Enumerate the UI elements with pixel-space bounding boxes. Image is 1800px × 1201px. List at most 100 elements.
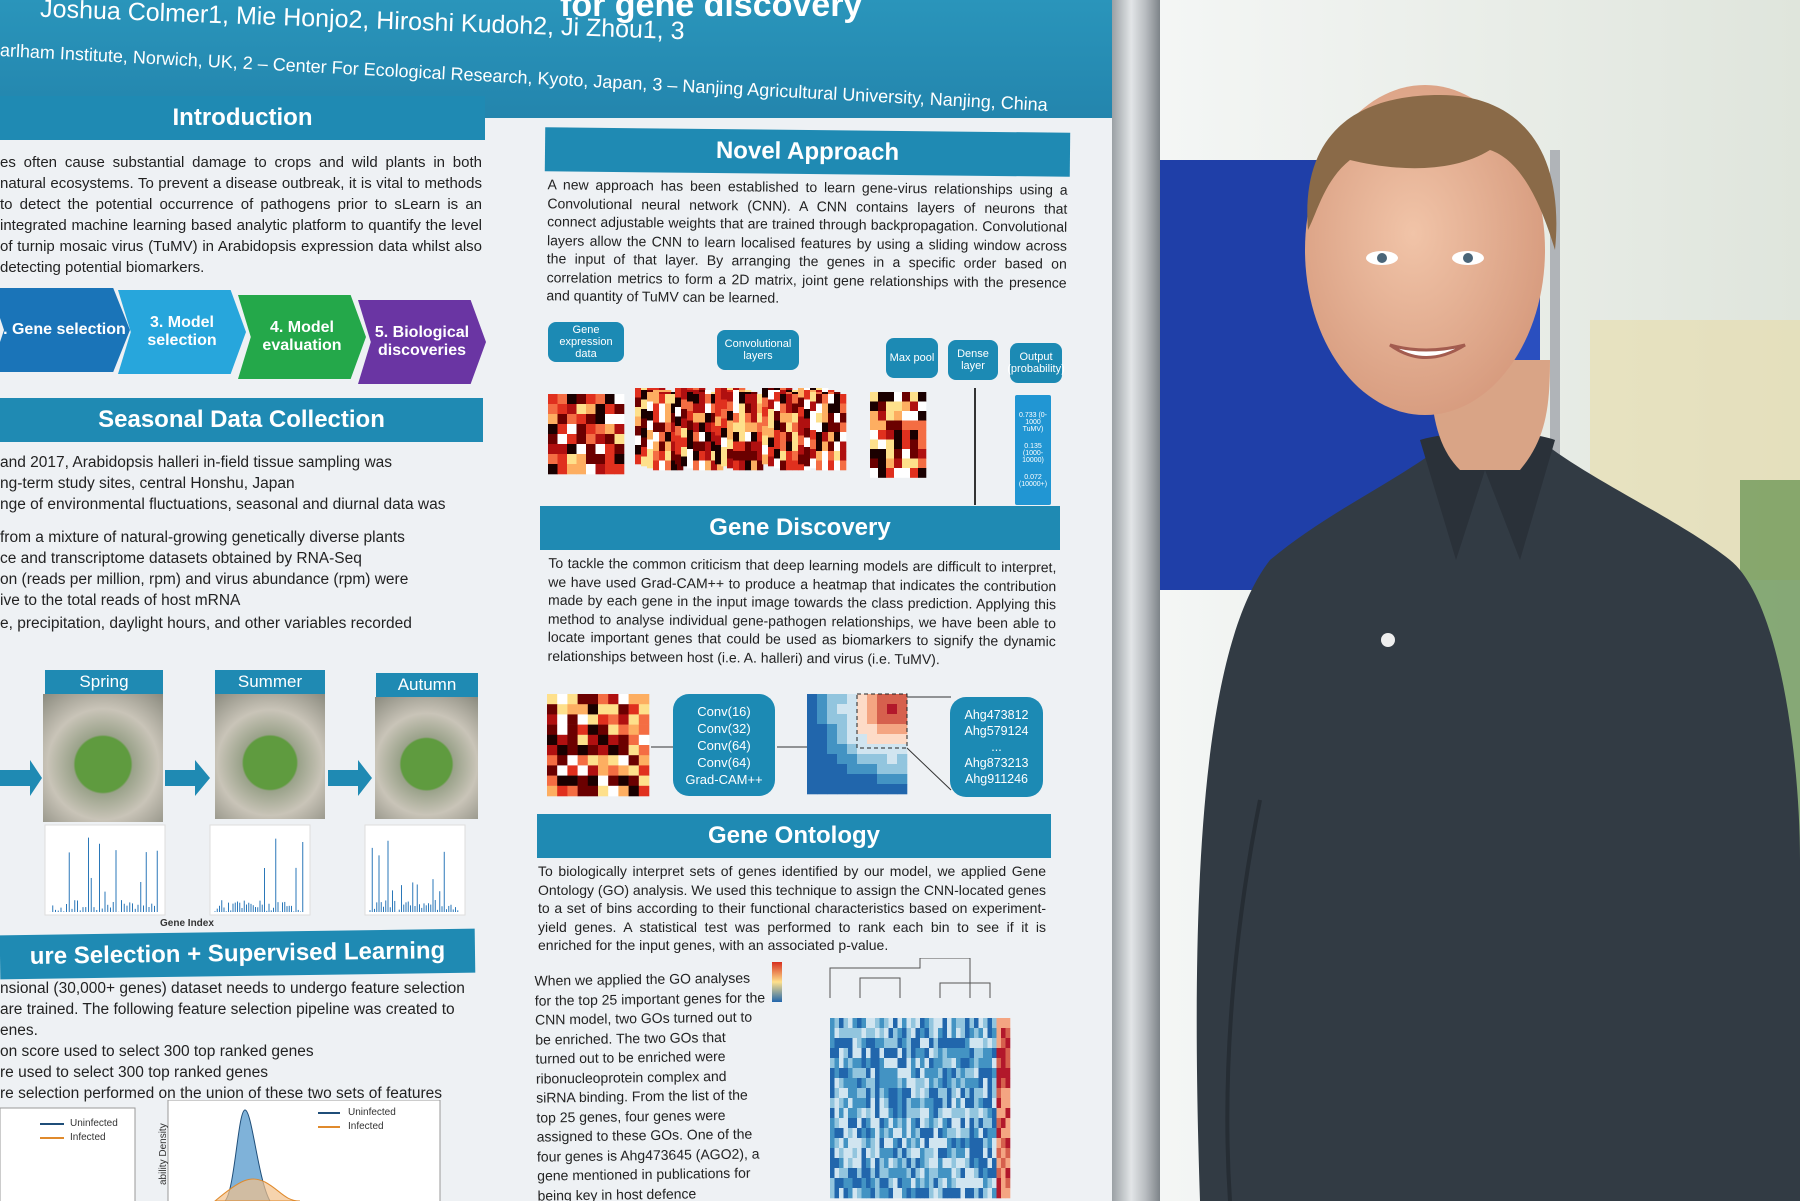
heat-cell xyxy=(929,1178,934,1189)
heat-cell xyxy=(757,403,764,414)
heat-cell xyxy=(837,704,848,715)
heat-cell xyxy=(992,1098,997,1109)
heat-cell xyxy=(762,416,769,427)
heat-cell xyxy=(557,434,568,445)
heat-cell xyxy=(983,1058,988,1069)
flow-box: Dense layer xyxy=(948,340,998,380)
heat-cell xyxy=(638,745,650,756)
layer: Grad-CAM++ xyxy=(685,771,763,787)
heat-cell xyxy=(675,435,682,446)
heat-cell xyxy=(866,1088,871,1099)
heat-cell xyxy=(608,765,619,776)
heat-cell xyxy=(938,1018,943,1029)
density-curve xyxy=(224,1109,271,1201)
heat-cell xyxy=(721,399,728,410)
heat-cell xyxy=(870,401,879,412)
heat-cell xyxy=(897,734,908,745)
heat-cell xyxy=(996,1068,1002,1079)
hair xyxy=(1307,95,1557,250)
heat-cell xyxy=(848,1148,853,1159)
heat-cell xyxy=(598,724,609,736)
heat-cell xyxy=(1005,1058,1011,1069)
heat-cell xyxy=(711,394,718,404)
heat-cell xyxy=(852,1108,858,1119)
heat-cell xyxy=(951,1068,957,1079)
poster-frame xyxy=(1112,0,1160,1201)
heat-cell xyxy=(906,1148,912,1159)
heat-cell xyxy=(834,1178,840,1189)
heat-cell xyxy=(1001,1118,1006,1129)
heat-cell xyxy=(888,1178,894,1189)
heat-cell xyxy=(947,1128,952,1139)
heat-cell xyxy=(987,1188,993,1199)
heat-cell xyxy=(745,432,752,442)
heat-cell xyxy=(911,1048,916,1059)
heat-cell xyxy=(839,1158,844,1169)
heat-cell xyxy=(894,449,903,459)
heat-cell xyxy=(727,420,734,431)
heat-cell xyxy=(951,1078,957,1089)
heat-cell xyxy=(681,399,688,410)
heat-cell xyxy=(721,409,728,419)
heat-cell xyxy=(586,394,596,405)
heat-cell xyxy=(628,724,640,736)
heat-cell xyxy=(933,1108,939,1119)
heat-cell xyxy=(837,774,848,785)
heat-cell xyxy=(834,1188,840,1199)
heat-cell xyxy=(978,1088,984,1099)
heat-cell xyxy=(870,458,879,469)
heat-cell xyxy=(605,444,615,455)
heat-cell xyxy=(956,1108,961,1119)
legend-label: Uninfected xyxy=(70,1118,118,1129)
heat-cell xyxy=(840,422,847,433)
layer: Conv(16) xyxy=(697,703,751,719)
heat-cell xyxy=(598,714,609,725)
heat-cell xyxy=(910,392,919,402)
heat-cell xyxy=(894,420,903,431)
heat-cell xyxy=(847,724,858,735)
heat-cell xyxy=(951,1128,957,1139)
heat-cell xyxy=(595,394,606,405)
heat-cell xyxy=(911,1068,916,1079)
heat-cell xyxy=(947,1188,952,1199)
heat-cell xyxy=(870,1078,876,1089)
heat-cell xyxy=(705,460,712,471)
heat-cell xyxy=(888,1078,894,1089)
heat-cell xyxy=(837,764,848,775)
heat-cell xyxy=(938,1188,943,1199)
heat-cell xyxy=(705,441,712,452)
heat-cell xyxy=(635,435,642,446)
heat-cell xyxy=(902,1188,907,1199)
heat-cell xyxy=(595,404,606,415)
heat-cell xyxy=(839,1078,844,1089)
plant-photo xyxy=(215,694,325,819)
heat-cell xyxy=(647,392,654,402)
heat-cell xyxy=(857,1068,862,1079)
heat-cell xyxy=(834,432,841,442)
heat-cell xyxy=(938,1058,943,1069)
heat-cell xyxy=(893,1148,898,1159)
heat-cell xyxy=(983,1138,988,1149)
heat-cell xyxy=(834,1138,840,1149)
heat-cell xyxy=(996,1078,1002,1089)
heat-cell xyxy=(983,1028,988,1039)
heat-cell xyxy=(866,1128,871,1139)
heat-cell xyxy=(897,714,908,725)
heat-cell xyxy=(848,1108,853,1119)
heat-cell xyxy=(992,1108,997,1119)
heat-cell xyxy=(933,1028,939,1039)
heat-cell xyxy=(786,432,793,442)
heat-cell xyxy=(665,413,672,423)
heat-cell xyxy=(665,422,672,433)
heat-cell xyxy=(996,1018,1002,1029)
heat-cell xyxy=(810,411,817,421)
plant-photo xyxy=(375,697,478,819)
heat-cell xyxy=(557,775,568,787)
heat-cell xyxy=(897,1088,903,1099)
heat-cell xyxy=(929,1148,934,1159)
heat-cell xyxy=(798,426,805,436)
heat-cell xyxy=(897,774,908,785)
heat-cell xyxy=(983,1108,988,1119)
heat-cell xyxy=(888,1088,894,1099)
heat-cell xyxy=(906,1018,912,1029)
